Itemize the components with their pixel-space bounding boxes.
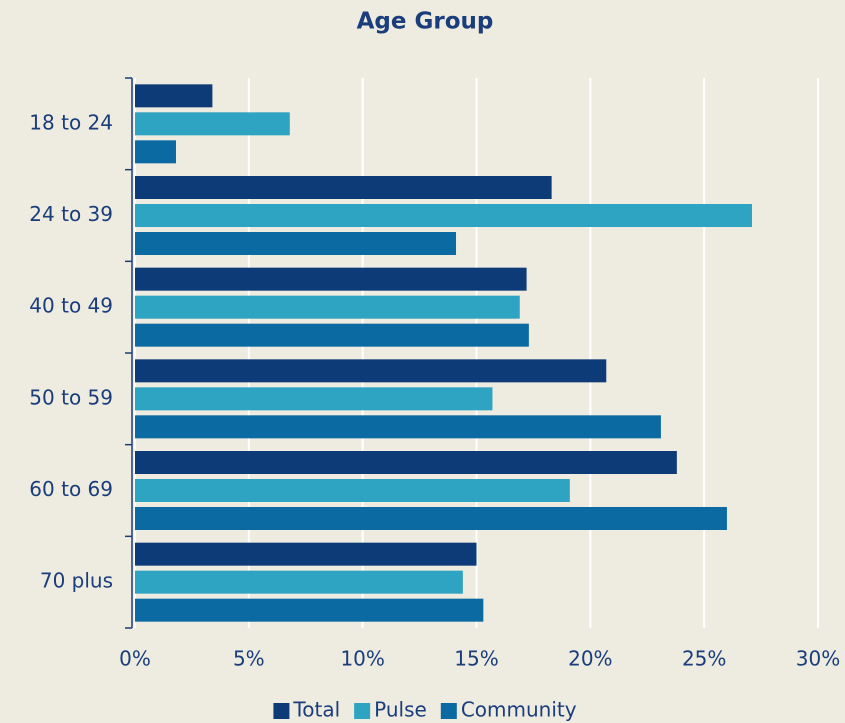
x-tick-label: 30%	[796, 647, 840, 671]
y-tick-label: 40 to 49	[29, 294, 113, 318]
x-tick-label: 0%	[119, 647, 151, 671]
bar	[135, 387, 493, 411]
bar	[135, 204, 752, 227]
y-tick-label: 24 to 39	[29, 202, 113, 226]
bar	[135, 176, 552, 199]
x-tick-label: 10%	[340, 647, 384, 671]
y-tick-label: 50 to 59	[29, 385, 113, 409]
bar	[135, 359, 607, 383]
chart-title: Age Group	[357, 9, 494, 35]
legend-label: Community	[461, 698, 577, 722]
bar	[135, 415, 661, 439]
bar	[135, 542, 477, 566]
x-tick-label: 20%	[568, 647, 612, 671]
bar	[135, 323, 529, 347]
bar	[135, 570, 463, 594]
bar	[135, 479, 570, 502]
legend-swatch	[354, 703, 371, 719]
y-tick-label: 60 to 69	[29, 477, 113, 501]
bar	[135, 598, 484, 622]
legend-label: Pulse	[374, 698, 427, 722]
bar	[135, 140, 176, 164]
bar	[135, 295, 520, 319]
bar	[135, 112, 290, 136]
x-tick-label: 25%	[682, 647, 726, 671]
bar	[135, 507, 727, 530]
bar	[135, 451, 677, 474]
y-tick-label: 70 plus	[40, 569, 113, 593]
y-tick-label: 18 to 24	[29, 110, 113, 134]
bar	[135, 267, 527, 291]
bar	[135, 232, 457, 255]
legend-swatch	[273, 703, 290, 719]
bar	[135, 84, 213, 108]
legend-swatch	[440, 703, 457, 719]
x-tick-label: 5%	[233, 647, 265, 671]
legend-label: Total	[292, 698, 340, 722]
x-tick-label: 15%	[454, 647, 498, 671]
